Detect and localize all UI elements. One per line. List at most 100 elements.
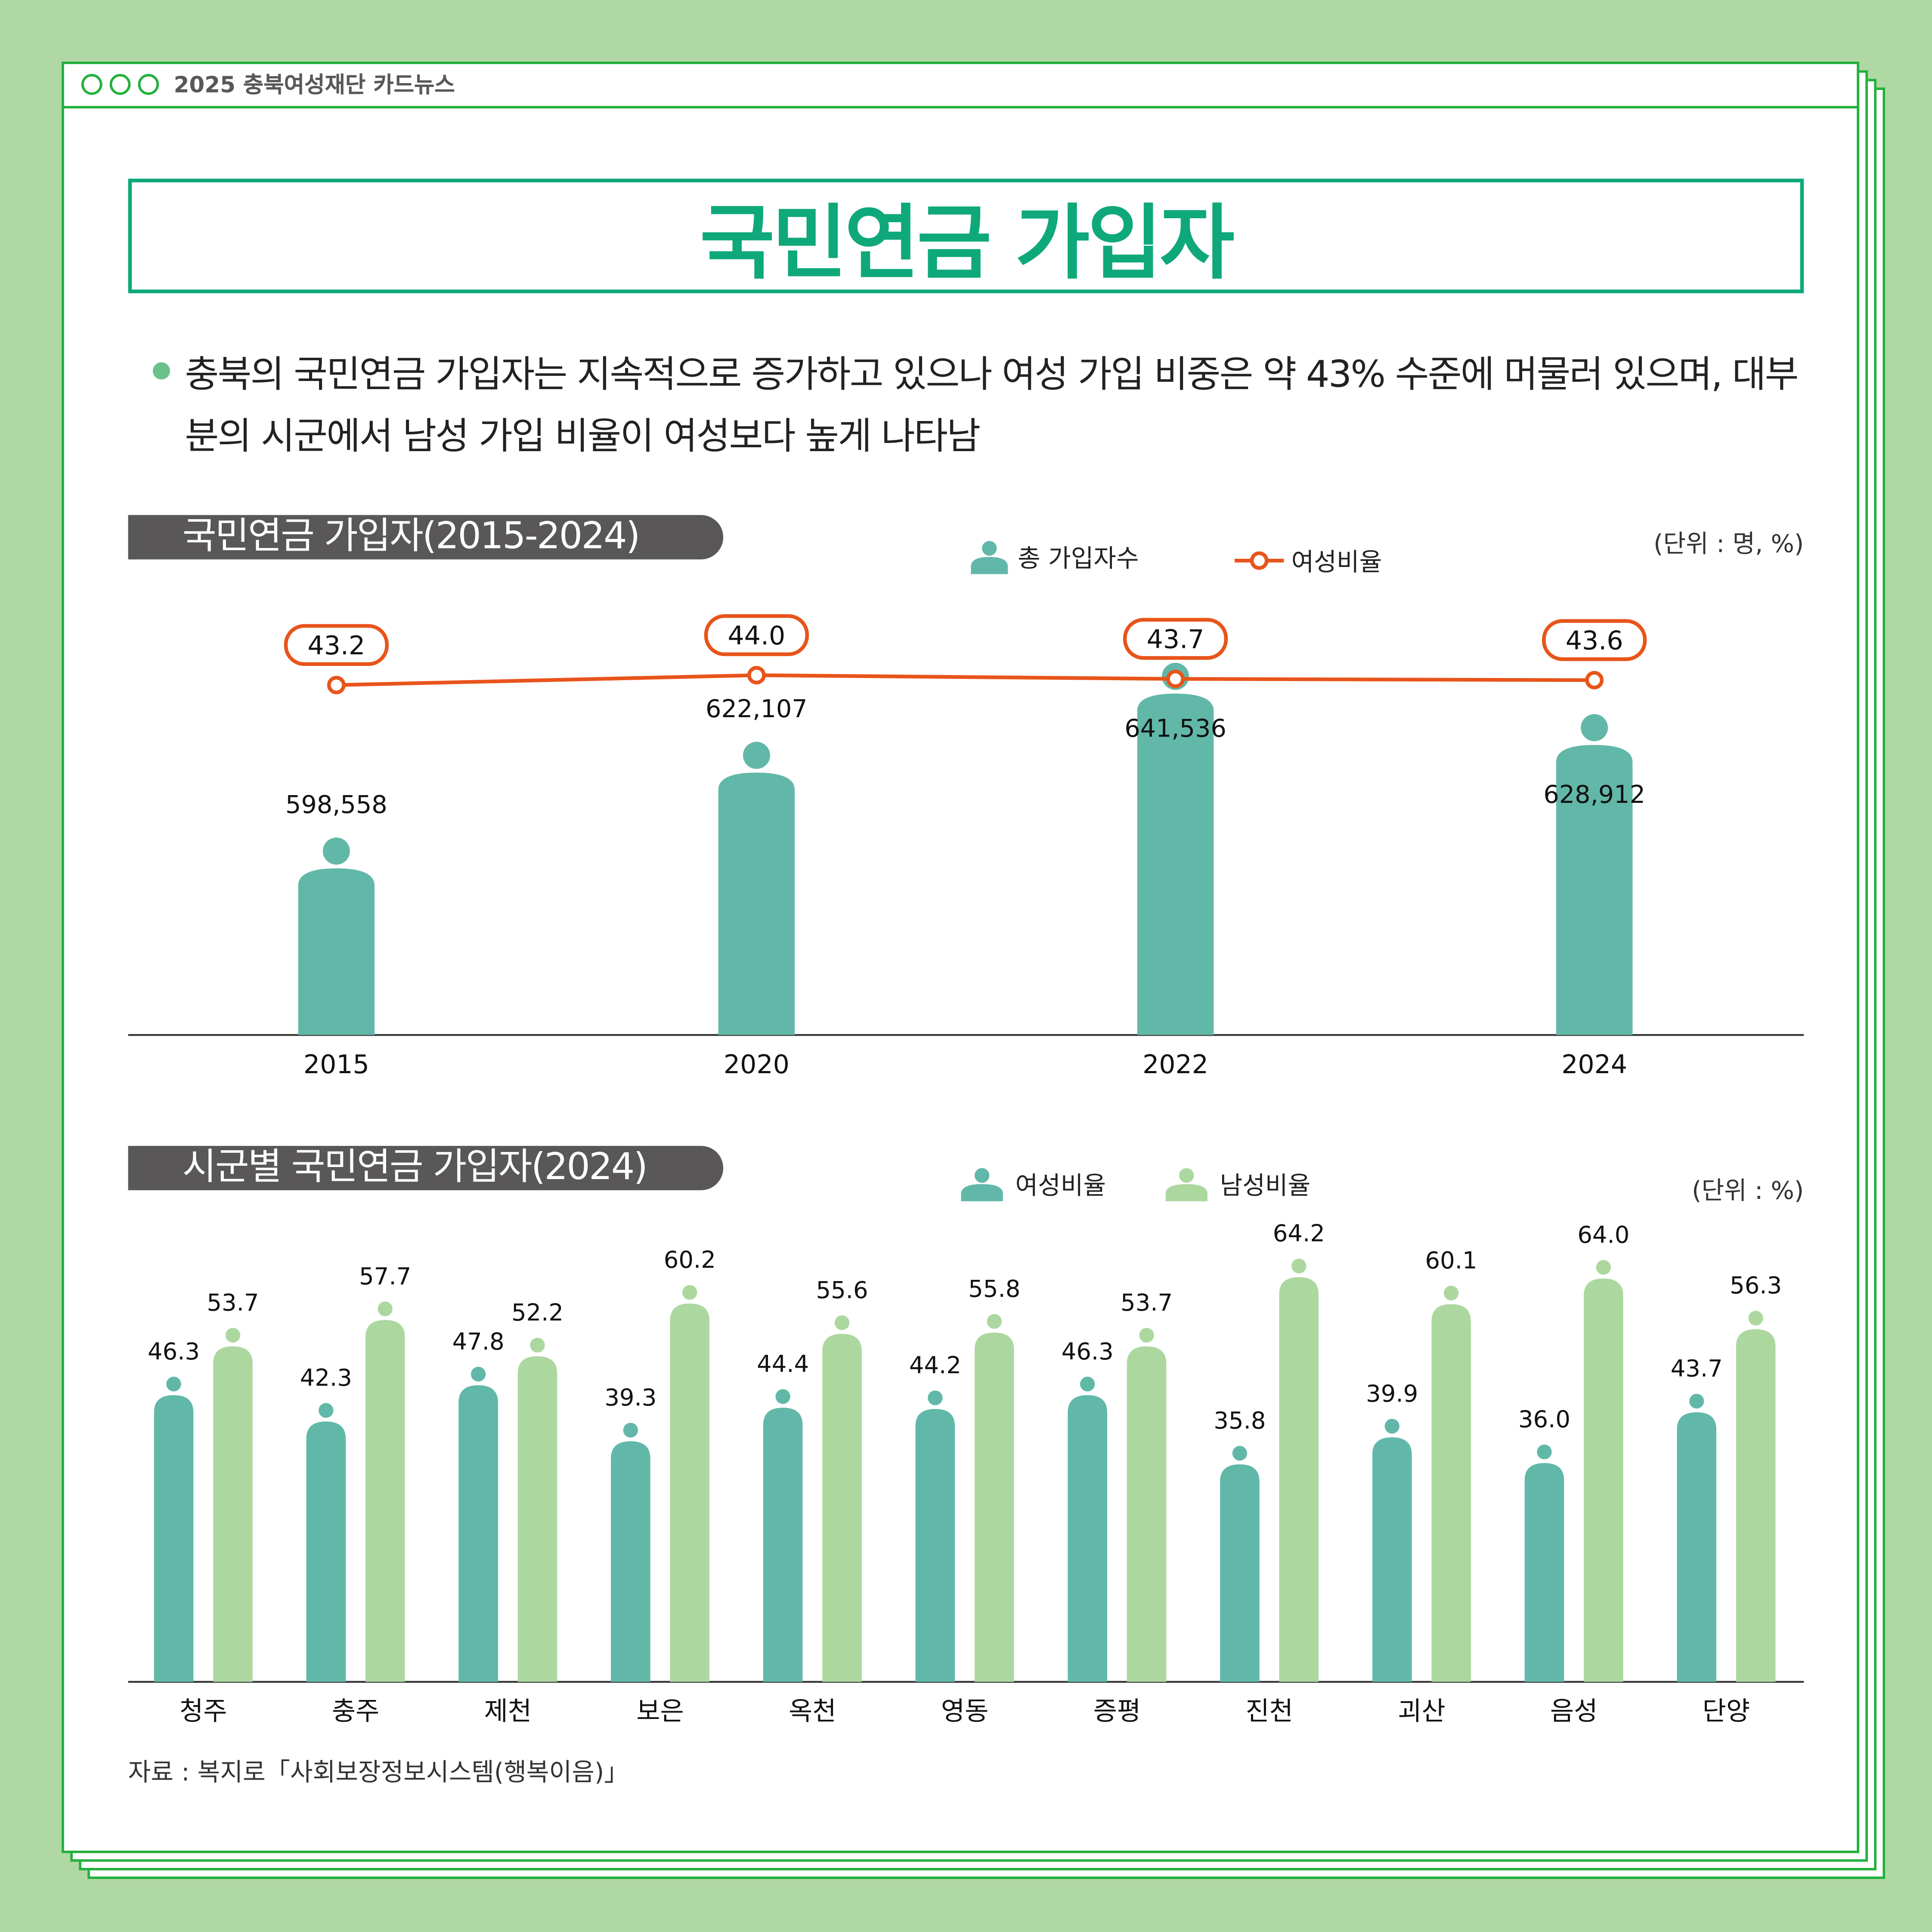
bar-male-괴산 (1431, 1285, 1471, 1682)
bar-value-label: 53.7 (207, 1289, 259, 1316)
bar-male-진천 (1279, 1258, 1319, 1682)
legend-female: 여성비율 (959, 1166, 1106, 1201)
legend-label: 여성비율 (1015, 1170, 1106, 1200)
person-body (517, 1356, 557, 1682)
bar-value-label: 39.3 (604, 1384, 656, 1411)
person-body (1677, 1412, 1717, 1682)
bar-value-label: 56.3 (1730, 1272, 1782, 1299)
person-body (670, 1303, 710, 1682)
bar-female-진천 (1220, 1446, 1260, 1682)
x-tick-label: 2022 (1142, 1050, 1208, 1080)
person-body (154, 1395, 194, 1682)
person-head (1596, 1260, 1611, 1275)
person-body (1279, 1277, 1319, 1682)
x-tick-label: 2020 (724, 1050, 790, 1080)
x-tick-label: 괴산 (1398, 1697, 1446, 1727)
bar-value-label: 60.1 (1425, 1247, 1477, 1274)
circle-icon (81, 73, 102, 94)
person-body (306, 1421, 346, 1682)
bar-total-2015 (298, 837, 375, 1035)
bar-female-충주 (306, 1403, 346, 1682)
person-head (471, 1366, 486, 1382)
person-body (365, 1320, 405, 1682)
line-marker-icon (1234, 551, 1284, 570)
bar-female-음성 (1524, 1444, 1564, 1682)
bar-value-label: 43.7 (1671, 1355, 1723, 1382)
chart1-unit: (단위 : 명, %) (1653, 528, 1804, 558)
chart1-title: 국민연금 가입자(2015-2024) (128, 515, 724, 560)
person-head (834, 1315, 850, 1330)
person-head (743, 742, 770, 769)
female-ratio-label: 43.2 (307, 631, 365, 661)
person-head (775, 1389, 790, 1404)
bar-female-괴산 (1372, 1418, 1412, 1682)
x-tick-label: 청주 (180, 1697, 227, 1727)
person-body (763, 1407, 803, 1682)
bar-female-영동 (915, 1390, 955, 1682)
legend-female-ratio: 여성비율 (1234, 542, 1382, 578)
bar-value-label: 47.8 (452, 1328, 505, 1355)
person-head (1080, 1376, 1095, 1392)
person-icon (961, 1167, 1003, 1201)
bar-value-label: 64.2 (1273, 1220, 1325, 1247)
x-tick-label: 보은 (636, 1697, 684, 1727)
bar-male-옥천 (822, 1315, 862, 1682)
x-tick-label: 충주 (332, 1697, 380, 1727)
bar-value-label: 35.8 (1214, 1407, 1266, 1434)
bar-total-2020 (718, 742, 795, 1035)
person-head (928, 1390, 943, 1406)
legend-label: 총 가입자수 (1018, 543, 1139, 573)
bar-value-label: 44.2 (909, 1352, 961, 1379)
bar-female-보은 (611, 1423, 650, 1682)
person-body (458, 1385, 498, 1682)
person-body (1068, 1395, 1107, 1682)
female-ratio-label: 43.6 (1566, 625, 1623, 656)
female-ratio-point (1585, 671, 1604, 690)
bar-male-증평 (1127, 1328, 1167, 1682)
bar-male-제천 (517, 1338, 557, 1682)
person-body (718, 772, 795, 1035)
person-body (611, 1441, 650, 1682)
bar-female-증평 (1068, 1376, 1107, 1682)
female-ratio-label-box (284, 624, 389, 666)
bar-value-label: 53.7 (1121, 1289, 1173, 1316)
bar-male-음성 (1584, 1260, 1623, 1682)
person-head (1139, 1328, 1154, 1343)
x-tick-label: 증평 (1093, 1697, 1141, 1727)
person-icon (971, 540, 1008, 574)
female-ratio-point (747, 666, 766, 684)
x-tick-label: 2024 (1561, 1050, 1627, 1080)
bar-value-label: 628,912 (1543, 780, 1645, 809)
bar-value-label: 57.7 (359, 1263, 411, 1290)
female-ratio-label-box (1123, 618, 1228, 660)
person-body (1137, 694, 1214, 1035)
bar-value-label: 641,536 (1124, 714, 1226, 743)
person-body (1524, 1463, 1564, 1682)
chart2-title: 시군별 국민연금 가입자(2024) (128, 1146, 724, 1190)
chart2-unit: (단위 : %) (1692, 1175, 1804, 1205)
x-tick-label: 진천 (1245, 1697, 1293, 1727)
bar-female-단양 (1677, 1393, 1717, 1682)
person-head (1748, 1310, 1763, 1326)
page-title: 국민연금 가입자 (700, 195, 1235, 291)
x-tick-label: 옥천 (789, 1697, 836, 1727)
female-ratio-point (1166, 669, 1185, 688)
bar-value-label: 44.4 (757, 1350, 809, 1378)
bar-male-보은 (670, 1285, 710, 1682)
person-body (1584, 1278, 1623, 1682)
bar-value-label: 55.6 (816, 1276, 868, 1303)
window-header: 2025 충북여성재단 카드뉴스 (62, 62, 1860, 108)
x-tick-label: 단양 (1703, 1697, 1750, 1727)
person-head (1581, 714, 1608, 741)
bar-female-청주 (154, 1376, 194, 1682)
bar-value-label: 64.0 (1577, 1221, 1629, 1248)
person-body (1127, 1346, 1167, 1682)
bar-value-label: 42.3 (300, 1364, 352, 1391)
legend-label: 남성비율 (1220, 1170, 1311, 1200)
bar-value-label: 598,558 (285, 790, 387, 819)
person-body (298, 868, 375, 1035)
person-head (1232, 1446, 1248, 1461)
person-head (378, 1301, 393, 1316)
x-tick-label: 영동 (941, 1697, 989, 1727)
